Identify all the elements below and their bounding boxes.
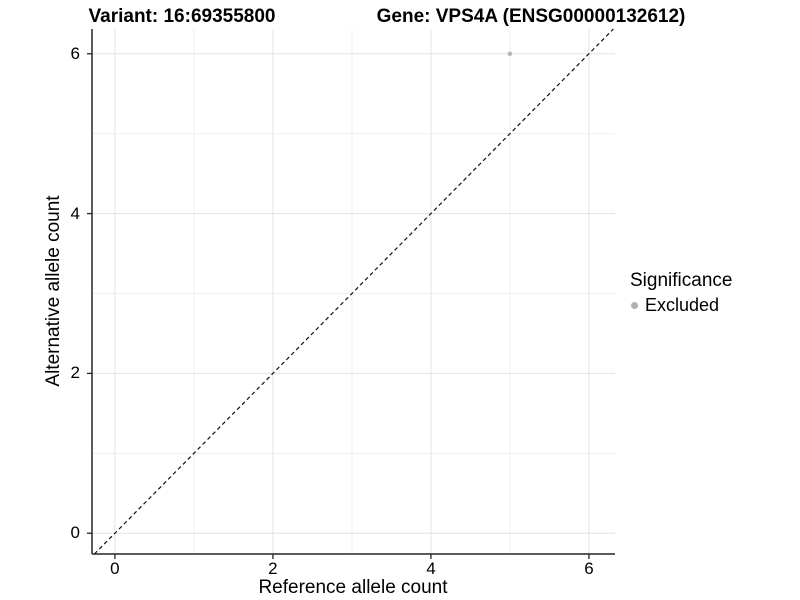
data-point: [507, 51, 513, 57]
plot-title-variant: Variant: 16:69355800: [88, 6, 276, 27]
x-tick-label-0: 0: [110, 559, 120, 578]
y-tick-label-0: 0: [70, 523, 80, 543]
x-tick-label-4: 4: [426, 559, 436, 578]
x-axis-title: Reference allele count: [258, 577, 448, 598]
y-axis-title: Alternative allele count: [43, 195, 64, 387]
y-tick-label-2: 2: [70, 363, 80, 383]
legend-item-excluded: Excluded: [628, 295, 798, 316]
legend-item-label: Excluded: [645, 295, 720, 315]
legend: Significance Excluded: [628, 270, 798, 316]
plot-title-gene: Gene: VPS4A (ENSG00000132612): [376, 6, 686, 27]
y-tick-label-6: 6: [70, 43, 80, 63]
x-tick-label-6: 6: [584, 559, 594, 578]
identity-dashed-line: [93, 28, 614, 555]
legend-point-icon: [631, 302, 638, 309]
y-tick-label-4: 4: [70, 203, 80, 223]
x-tick-label-2: 2: [268, 559, 278, 578]
legend-title: Significance: [630, 270, 733, 291]
